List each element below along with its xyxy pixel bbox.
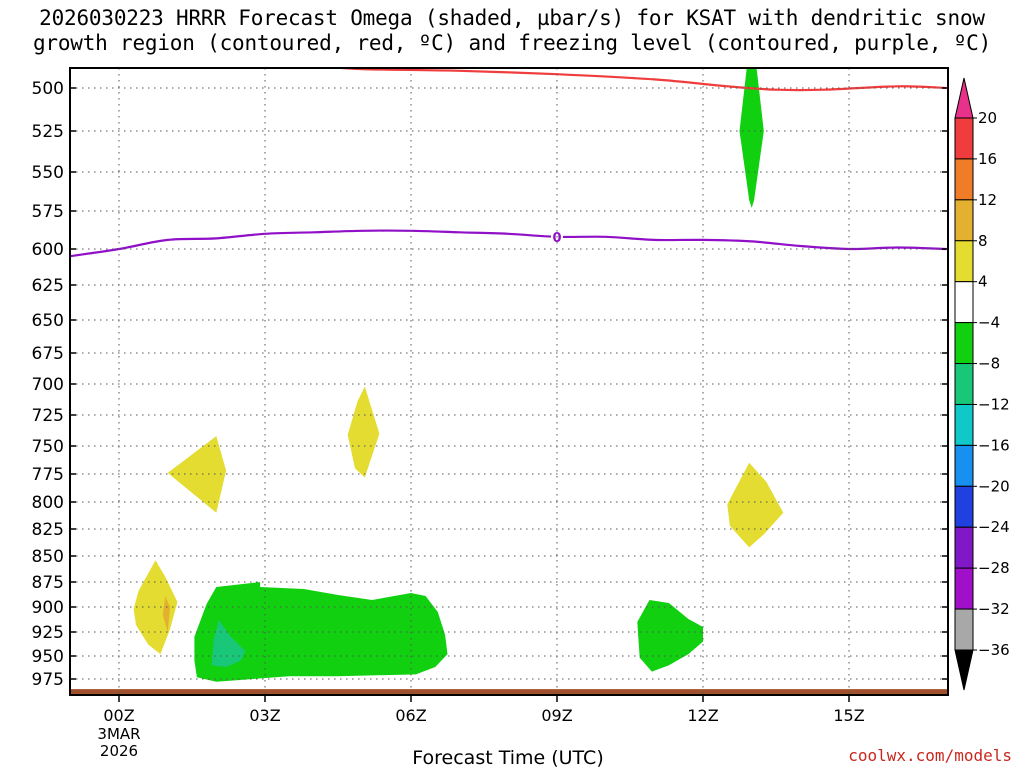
colorbar-label: −8 — [978, 355, 1000, 373]
colorbar-label: −28 — [978, 559, 1010, 577]
colorbar-label: −24 — [978, 518, 1010, 536]
x-tick-sublabel: 2026 — [100, 742, 138, 760]
y-tick-label: 500 — [32, 79, 64, 99]
colorbar-swatch — [954, 485, 974, 528]
shaded-region-green-lower-right — [637, 600, 703, 672]
colorbar-swatch — [954, 567, 974, 610]
x-tick-label: 06Z — [395, 706, 426, 725]
colorbar-label: −20 — [978, 477, 1010, 495]
plot-frame — [69, 67, 949, 696]
colorbar-swatch — [954, 117, 974, 160]
y-tick-label: 950 — [32, 647, 64, 667]
y-tick-label: 675 — [32, 344, 64, 364]
y-tick-label: 975 — [32, 670, 64, 690]
y-tick-label: 700 — [32, 375, 64, 395]
colorbar-swatch — [954, 403, 974, 446]
y-axis: 500 525 550 575 600 625 650 675 700 725 750 775 800 8… — [32, 79, 948, 690]
x-tick-sublabel: 3MAR — [97, 725, 140, 743]
colorbar-label: −4 — [978, 314, 1000, 332]
colorbar-bottom-arrow — [954, 649, 974, 691]
colorbar-swatch — [954, 158, 974, 201]
y-tick-label: 575 — [32, 202, 64, 222]
colorbar-label: −16 — [978, 436, 1010, 454]
site-credit: coolwx.com/models — [848, 746, 1012, 765]
plot-grid-layer — [70, 68, 948, 695]
freezing-level-label: 0 — [552, 231, 561, 246]
y-tick-label: 650 — [32, 311, 64, 331]
colorbar-label: 8 — [978, 232, 988, 250]
colorbar-swatch — [954, 444, 974, 487]
colorbar-swatch — [954, 240, 974, 283]
colorbar-label: −32 — [978, 600, 1010, 618]
colorbar-label: 4 — [978, 273, 988, 291]
y-tick-label: 750 — [32, 437, 64, 457]
shaded-region-yellow-2 — [347, 386, 380, 478]
colorbar-label: 20 — [978, 109, 997, 127]
colorbar-label: 12 — [978, 191, 997, 209]
freezing-level-contour-line — [70, 229, 947, 258]
y-tick-label: 925 — [32, 623, 64, 643]
terrain-band — [70, 689, 948, 695]
y-tick-label: 875 — [32, 573, 64, 593]
shaded-region-green-upper — [739, 68, 764, 208]
colorbar-swatch — [954, 281, 974, 324]
x-tick-label: 03Z — [249, 706, 280, 725]
colorbar-label: 16 — [978, 150, 997, 168]
colorbar-swatch — [954, 526, 974, 569]
shaded-region-orange-1 — [162, 596, 171, 632]
y-tick-label: 850 — [32, 547, 64, 567]
y-tick-label: 525 — [32, 122, 64, 142]
colorbar-label: −12 — [978, 395, 1010, 413]
colorbar-label: −36 — [978, 641, 1010, 659]
y-tick-label: 550 — [32, 163, 64, 183]
x-tick-label: 00Z — [103, 706, 134, 725]
colorbar-swatch — [954, 322, 974, 365]
y-tick-label: 800 — [32, 493, 64, 513]
colorbar-swatch — [954, 363, 974, 405]
dgz-contour-line — [328, 68, 947, 92]
x-tick-label: 15Z — [833, 706, 864, 725]
colorbar-swatch — [954, 608, 974, 651]
x-axis-label: Forecast Time (UTC) — [412, 747, 603, 768]
plot-shading-layer — [70, 68, 948, 695]
shaded-region-yellow-3 — [727, 462, 784, 548]
y-tick-label: 625 — [32, 276, 64, 296]
shaded-region-green-lower-main — [194, 582, 448, 682]
y-tick-label: 900 — [32, 598, 64, 618]
chart-title: 2026030223 HRRR Forecast Omega (shaded, … — [0, 6, 1024, 56]
chart-title-line-1: 2026030223 HRRR Forecast Omega (shaded, … — [39, 6, 985, 30]
plot-contour-layer: 0 — [70, 68, 947, 258]
x-tick-label: 12Z — [687, 706, 718, 725]
y-tick-label: 725 — [32, 406, 64, 426]
chart-title-line-2: growth region (contoured, red, ºC) and f… — [32, 31, 992, 55]
colorbar-top-arrow — [954, 77, 974, 119]
colorbar: 20 16 12 8 4 −4 −8 −12 −16 −20 −24 −28 −32 −36 — [954, 77, 1010, 691]
y-tick-label: 600 — [32, 240, 64, 260]
x-tick-label: 09Z — [541, 706, 572, 725]
y-tick-label: 825 — [32, 520, 64, 540]
colorbar-swatch — [954, 199, 974, 242]
y-tick-label: 775 — [32, 465, 64, 485]
